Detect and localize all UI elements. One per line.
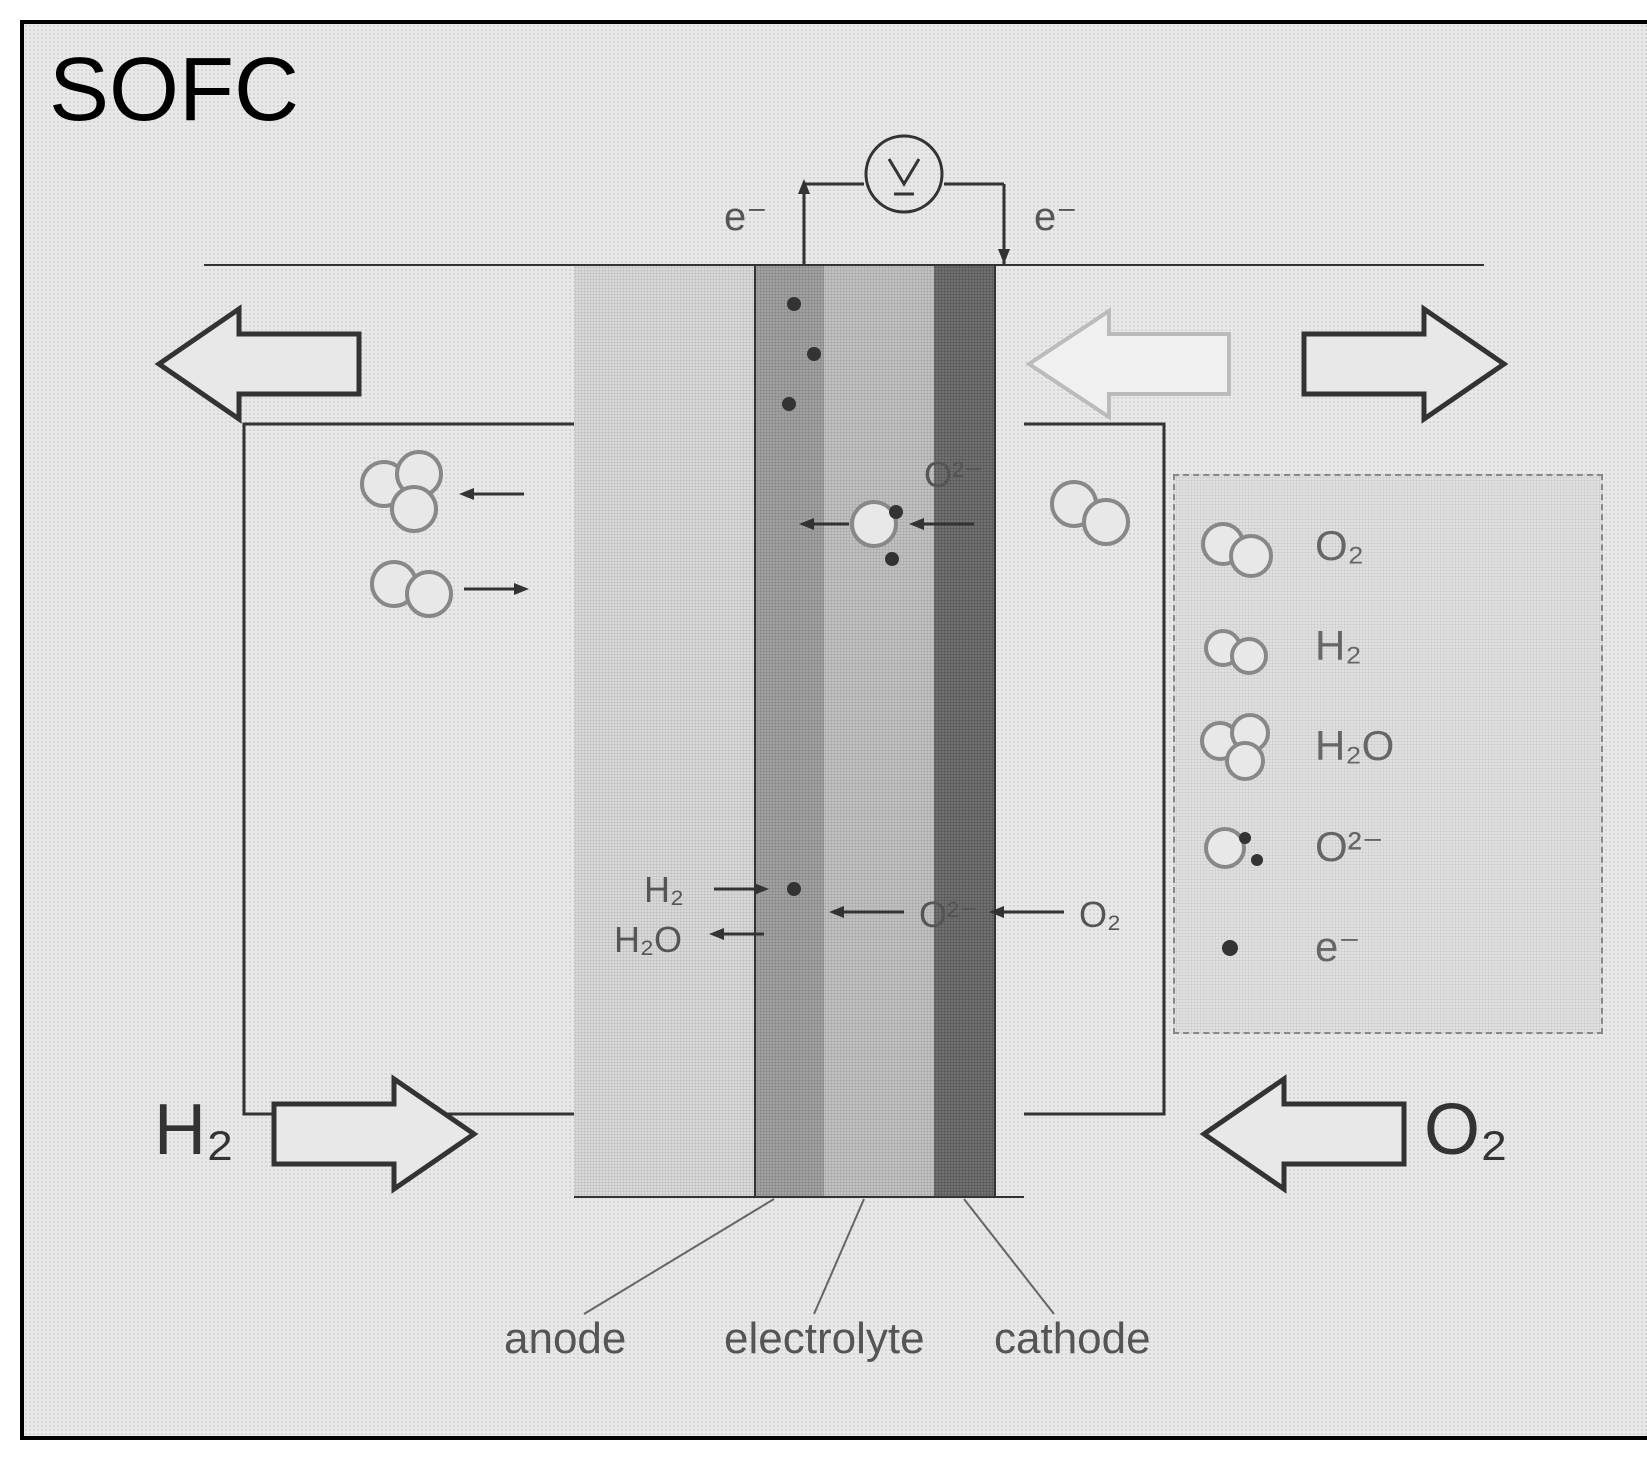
legend-row-electron: e⁻ xyxy=(1195,896,1581,996)
anode-chamber xyxy=(574,266,754,1196)
o2-in-label: O₂ xyxy=(1424,1089,1508,1171)
legend-row-h2: H₂ xyxy=(1195,596,1581,696)
electrolyte-label: electrolyte xyxy=(724,1314,925,1364)
reaction-arrows-mid xyxy=(704,874,1124,964)
o2minus-top-label: O²⁻ xyxy=(924,454,983,496)
bulb-circuit xyxy=(764,124,1044,274)
legend-label-o2: O₂ xyxy=(1315,522,1364,570)
cathode-label: cathode xyxy=(994,1314,1151,1364)
legend-row-o2minus: O²⁻ xyxy=(1195,796,1581,896)
h2-mid-label: H₂ xyxy=(644,869,684,911)
legend-row-o2: O₂ xyxy=(1195,496,1581,596)
anode-label: anode xyxy=(504,1314,626,1364)
arrow-o2-in xyxy=(1204,1074,1404,1194)
legend-row-h2o: H₂O xyxy=(1195,696,1581,796)
o2-cathode-side xyxy=(1034,464,1154,564)
molecules-anode xyxy=(324,444,584,644)
label-leader-lines xyxy=(524,1194,1144,1324)
arrow-out-left xyxy=(159,304,359,424)
legend-label-electron: e⁻ xyxy=(1315,922,1361,971)
legend-label-h2o: H₂O xyxy=(1315,722,1394,770)
h2o-mid-label: H₂O xyxy=(614,919,682,961)
arrow-h2-in xyxy=(274,1074,474,1194)
electron-left-label: e⁻ xyxy=(724,194,767,240)
o2-mid-label: O₂ xyxy=(1079,894,1121,936)
arrow-into-cathode xyxy=(1029,309,1229,419)
electron-dots-anode xyxy=(764,284,844,434)
arrow-out-right xyxy=(1304,304,1504,424)
sofc-diagram: SOFC e⁻ e⁻ xyxy=(20,20,1647,1440)
h2-in-label: H₂ xyxy=(154,1089,234,1171)
legend-label-o2minus: O²⁻ xyxy=(1315,822,1384,871)
legend-box: O₂ H₂ H₂O O²⁻ e⁻ xyxy=(1173,474,1603,1034)
cathode-layer xyxy=(934,266,996,1196)
electron-right-label: e⁻ xyxy=(1034,194,1077,240)
legend-label-h2: H₂ xyxy=(1315,622,1362,670)
o2minus-mid-label: O²⁻ xyxy=(919,894,978,936)
diagram-title: SOFC xyxy=(49,39,299,142)
